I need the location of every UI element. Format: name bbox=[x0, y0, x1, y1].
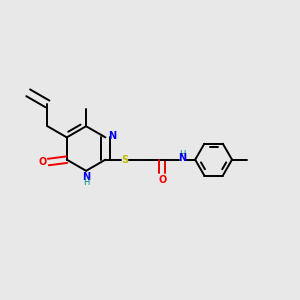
Text: H: H bbox=[179, 150, 185, 159]
Text: H: H bbox=[83, 178, 89, 187]
Text: N: N bbox=[82, 172, 90, 182]
Text: O: O bbox=[39, 157, 47, 167]
Text: O: O bbox=[158, 176, 166, 185]
Text: N: N bbox=[108, 130, 116, 141]
Text: S: S bbox=[121, 155, 128, 165]
Text: N: N bbox=[178, 154, 186, 164]
